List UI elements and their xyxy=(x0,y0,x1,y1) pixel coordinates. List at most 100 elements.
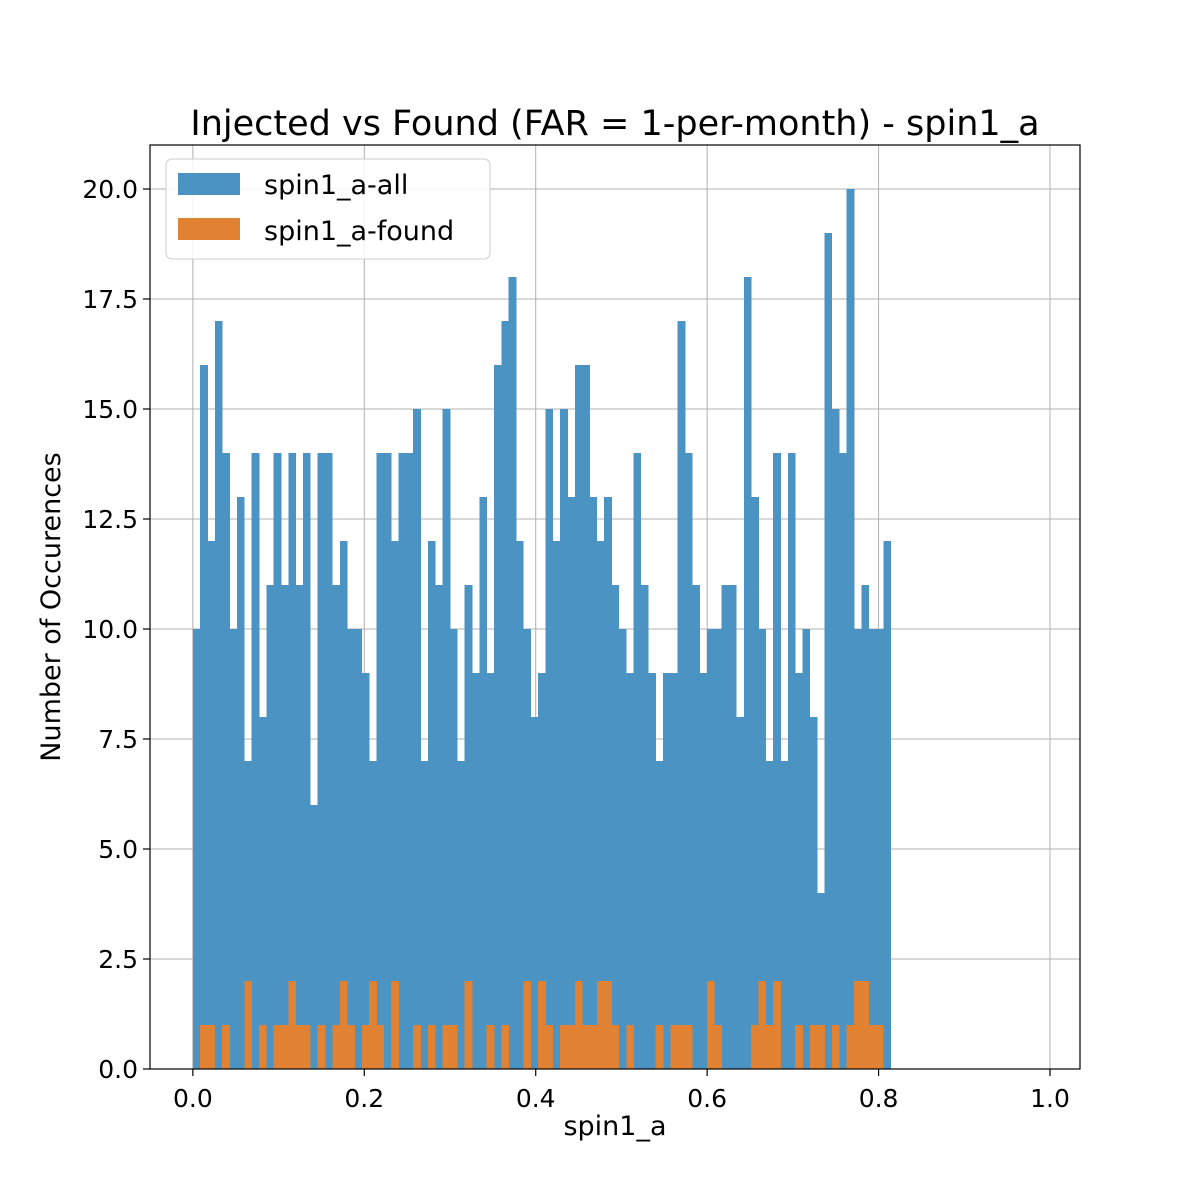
bar-found xyxy=(560,1025,568,1069)
bar-all xyxy=(398,453,407,1069)
bar-found xyxy=(303,1025,311,1069)
x-tick-label: 0.0 xyxy=(173,1084,213,1113)
bar-all xyxy=(288,453,296,1069)
bar-found xyxy=(486,1025,495,1069)
bar-all xyxy=(611,585,620,1069)
bar-all xyxy=(332,585,341,1069)
bar-found xyxy=(751,1025,759,1069)
bar-all xyxy=(376,453,385,1069)
bar-found xyxy=(501,1025,510,1069)
x-tick-label: 0.6 xyxy=(687,1084,727,1113)
bar-found xyxy=(758,981,767,1069)
bar-found xyxy=(677,1025,686,1069)
bar-all xyxy=(501,321,510,1069)
bar-all xyxy=(699,673,708,1069)
bar-all xyxy=(736,717,745,1069)
bar-all xyxy=(729,585,737,1069)
bar-all xyxy=(787,453,796,1069)
bar-all xyxy=(229,629,238,1069)
bar-all xyxy=(545,409,554,1069)
bar-all xyxy=(721,585,730,1069)
bar-found xyxy=(567,1025,576,1069)
bar-all xyxy=(339,541,348,1069)
bar-all xyxy=(626,673,634,1069)
bar-found xyxy=(670,1025,678,1069)
bar-all xyxy=(192,629,201,1069)
y-tick-label: 17.5 xyxy=(82,285,138,314)
bar-all xyxy=(662,673,671,1069)
bar-all xyxy=(449,629,458,1069)
bar-found xyxy=(413,1025,421,1069)
bar-found xyxy=(332,1025,341,1069)
bar-found xyxy=(347,1025,355,1069)
legend-box xyxy=(165,158,491,260)
bar-found xyxy=(200,1025,208,1069)
legend-label-found: spin1_a-found xyxy=(264,216,454,247)
bar-all xyxy=(780,761,789,1069)
bar-all xyxy=(325,453,333,1069)
bar-all xyxy=(802,629,811,1069)
y-axis-ticks: 0.0 2.5 5.0 7.5 10.0 12.5 15.0 17.5 20.0 xyxy=(82,175,150,1084)
bar-all xyxy=(640,585,649,1069)
bar-found xyxy=(876,1025,884,1069)
bar-found xyxy=(831,1025,840,1069)
bar-found xyxy=(707,981,715,1069)
bar-found xyxy=(317,1025,326,1069)
bar-all xyxy=(655,761,664,1069)
bar-all xyxy=(383,453,392,1069)
bar-all xyxy=(765,761,774,1069)
legend-label-all: spin1_a-all xyxy=(264,170,408,201)
bar-found xyxy=(604,981,612,1069)
bar-found xyxy=(582,1025,590,1069)
bar-all xyxy=(714,629,723,1069)
x-axis-ticks: 0.0 0.2 0.4 0.6 0.8 1.0 xyxy=(173,1069,1070,1113)
bar-all xyxy=(405,453,414,1069)
bar-all xyxy=(303,453,311,1069)
bar-all xyxy=(361,673,370,1069)
bar-all xyxy=(530,717,539,1069)
bar-found xyxy=(449,1025,458,1069)
bar-found xyxy=(538,981,546,1069)
bar-all xyxy=(883,541,891,1069)
bar-found xyxy=(339,981,348,1069)
bar-all xyxy=(817,893,825,1069)
bar-found xyxy=(295,1025,304,1069)
bar-found xyxy=(596,981,605,1069)
bar-found xyxy=(611,1025,620,1069)
bar-all xyxy=(251,453,260,1069)
bar-found xyxy=(207,1025,216,1069)
bar-all xyxy=(670,673,678,1069)
bar-all xyxy=(582,365,590,1069)
bar-all xyxy=(471,673,480,1069)
bar-all xyxy=(861,585,869,1069)
bar-all xyxy=(692,585,701,1069)
bar-all xyxy=(457,761,465,1069)
bar-all xyxy=(391,541,399,1069)
bar-all xyxy=(214,321,223,1069)
bar-all xyxy=(552,541,561,1069)
bar-all xyxy=(876,629,884,1069)
bar-all xyxy=(633,453,642,1069)
bar-all xyxy=(486,673,495,1069)
y-tick-label: 10.0 xyxy=(82,615,138,644)
bar-all xyxy=(508,277,517,1069)
y-tick-label: 0.0 xyxy=(98,1055,138,1084)
bar-all xyxy=(567,497,576,1069)
y-tick-label: 20.0 xyxy=(82,175,138,204)
bar-all xyxy=(347,629,355,1069)
bar-all xyxy=(435,585,443,1069)
bar-all xyxy=(795,673,803,1069)
bar-found xyxy=(244,981,252,1069)
bar-found xyxy=(853,981,862,1069)
bar-found xyxy=(773,981,781,1069)
bar-all xyxy=(574,365,583,1069)
plot-frame xyxy=(149,144,1081,1070)
bar-found xyxy=(288,981,296,1069)
bar-all xyxy=(295,585,304,1069)
y-tick-label: 15.0 xyxy=(82,395,138,424)
bar-found xyxy=(765,1025,774,1069)
bar-all xyxy=(758,629,767,1069)
bar-all xyxy=(200,365,208,1069)
bar-all xyxy=(273,453,282,1069)
